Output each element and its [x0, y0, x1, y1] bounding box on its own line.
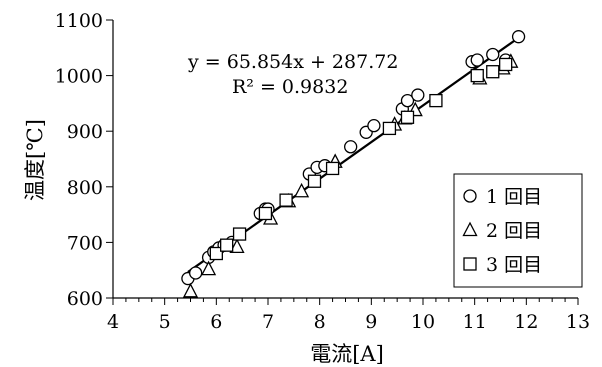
y-tick-label: 1000 — [55, 66, 103, 88]
x-tick-label: 4 — [107, 311, 119, 333]
data-point-square — [470, 68, 484, 83]
data-point-square — [499, 57, 513, 72]
x-axis-ticks: 4 5 6 7 8 9 10 11 12 13 — [107, 298, 590, 333]
legend-label: 2 回目 — [486, 220, 542, 242]
data-point-circle — [189, 266, 203, 280]
y-axis-title: 温度[℃] — [23, 119, 47, 201]
y-tick-label: 700 — [67, 232, 103, 254]
legend-marker-square — [463, 257, 477, 271]
trendline-equation: y = 65.854x + 287.72 — [187, 51, 398, 73]
data-point-triangle — [201, 260, 217, 276]
data-point-circle — [367, 118, 381, 133]
data-point-square — [382, 121, 397, 136]
legend-label: 1 回目 — [486, 186, 542, 208]
data-point-circle — [486, 47, 500, 62]
x-tick-label: 7 — [262, 311, 274, 333]
data-point-circle — [400, 93, 415, 108]
x-tick-label: 9 — [365, 311, 377, 333]
data-point-circle — [511, 30, 526, 44]
data-point-square — [220, 238, 234, 252]
x-tick-label: 6 — [210, 311, 222, 333]
data-point-triangle — [182, 282, 199, 298]
data-point-circle — [411, 88, 425, 102]
y-axis-ticks: 600 700 800 900 1000 1100 — [55, 10, 113, 310]
y-tick-label: 1100 — [55, 10, 103, 32]
x-tick-label: 8 — [314, 311, 326, 333]
legend: 1 回目 2 回目 3 回目 — [453, 173, 583, 288]
x-tick-label: 10 — [411, 311, 435, 333]
data-point-circle — [470, 53, 484, 67]
legend-label: 3 回目 — [486, 254, 542, 276]
data-point-square — [400, 110, 415, 124]
data-point-square — [486, 65, 500, 79]
data-point-square — [429, 93, 443, 108]
data-point-square — [307, 174, 322, 188]
y-tick-label: 800 — [67, 177, 103, 199]
x-axis-title: 電流[A] — [310, 342, 384, 366]
trendline-r-squared: R² = 0.9832 — [232, 76, 348, 98]
data-point-square — [258, 206, 273, 221]
x-tick-label: 13 — [566, 311, 590, 333]
data-point-circle — [344, 140, 358, 154]
x-tick-label: 12 — [514, 311, 538, 333]
y-tick-label: 900 — [67, 121, 103, 143]
data-point-square — [209, 246, 223, 261]
series-3 — [209, 57, 513, 261]
data-point-triangle — [294, 182, 310, 198]
y-tick-label: 600 — [67, 288, 103, 310]
data-point-square — [279, 193, 293, 207]
x-tick-label: 11 — [463, 311, 487, 333]
data-points — [181, 30, 526, 298]
legend-marker-triangle — [462, 221, 478, 237]
legend-marker-circle — [463, 189, 477, 203]
x-tick-label: 5 — [159, 311, 171, 333]
data-point-square — [232, 227, 247, 241]
data-point-square — [325, 161, 340, 176]
data-point-triangle — [229, 238, 245, 253]
